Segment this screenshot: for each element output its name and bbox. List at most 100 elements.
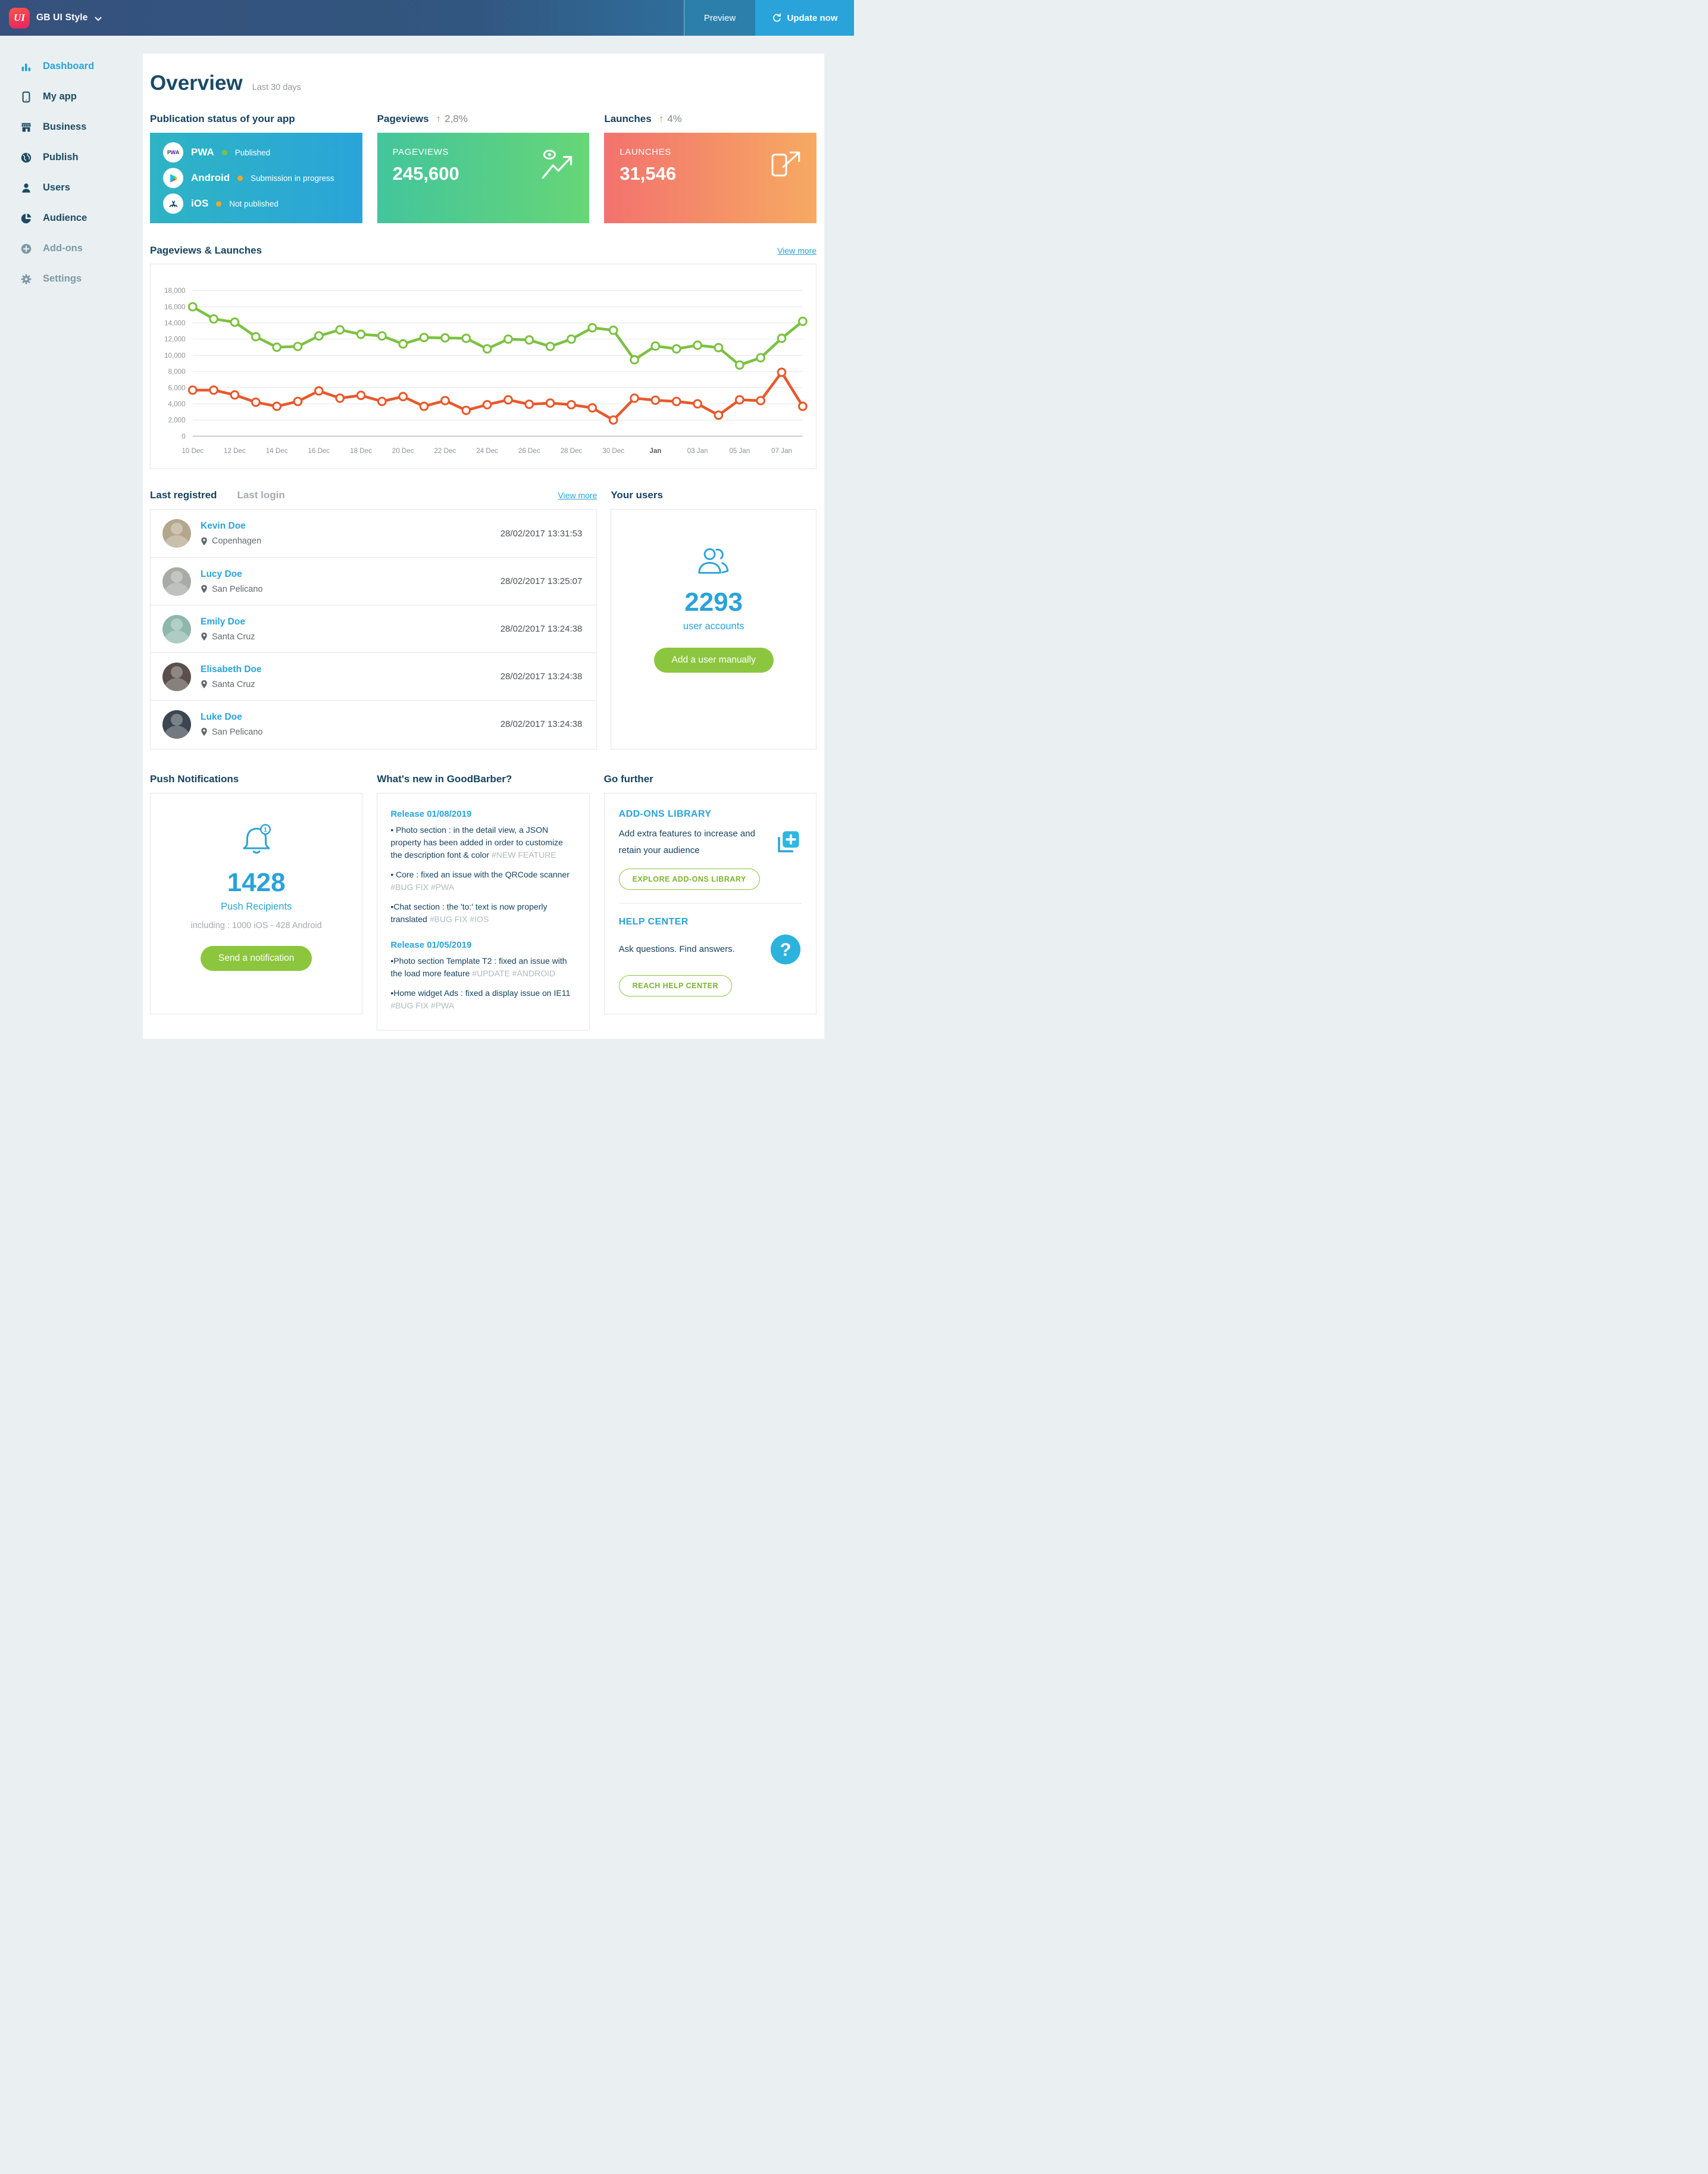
- sidebar-item-settings[interactable]: Settings: [20, 264, 143, 294]
- launches-card-label: LAUNCHES: [620, 147, 671, 157]
- release-tags: #BUG FIX #PWA: [390, 882, 455, 892]
- svg-text:0: 0: [182, 433, 185, 441]
- sidebar-item-business[interactable]: Business: [20, 112, 143, 142]
- status-dot: [221, 149, 227, 155]
- location-pin-icon: [201, 585, 208, 594]
- sidebar-item-label: My app: [43, 91, 77, 102]
- svg-text:28 Dec: 28 Dec: [561, 447, 583, 455]
- tab-last-registered[interactable]: Last registred: [150, 489, 217, 501]
- location-pin-icon: [201, 680, 208, 689]
- svg-text:07 Jan: 07 Jan: [771, 447, 792, 455]
- release-tags: #UPDATE #ANDROID: [472, 969, 556, 979]
- eye-trend-icon: [539, 148, 576, 184]
- pie-icon: [20, 213, 33, 224]
- platform-name: iOS: [191, 198, 209, 209]
- user-name-link[interactable]: Lucy Doe: [201, 569, 242, 579]
- user-location: San Pelicano: [212, 727, 263, 737]
- svg-text:18 Dec: 18 Dec: [350, 447, 372, 455]
- user-location: San Pelicano: [212, 584, 263, 594]
- globe-icon: [20, 152, 33, 164]
- svg-text:03 Jan: 03 Jan: [687, 447, 708, 455]
- svg-text:4,000: 4,000: [168, 400, 186, 408]
- publication-row-android: Android Submission in progress: [163, 168, 362, 188]
- whats-new-card: Release 01/08/2019 • Photo section : in t…: [377, 793, 590, 1031]
- line-chart: 0 2,000 4,000 6,000 8,000 10,000 12,000 14,000 1…: [164, 287, 808, 455]
- push-notifications-section: Push Notifications 1 1428 Push Recipient…: [150, 773, 363, 1030]
- reach-help-button[interactable]: REACH HELP CENTER: [618, 974, 733, 997]
- launches-card: LAUNCHES 31,546: [604, 133, 817, 223]
- avatar: [162, 567, 191, 596]
- push-recipients-label: Push Recipients: [221, 901, 292, 913]
- svg-text:6,000: 6,000: [168, 384, 186, 392]
- user-location: Santa Cruz: [212, 679, 255, 689]
- update-now-button[interactable]: Update now: [755, 0, 854, 36]
- refresh-icon: [772, 13, 782, 23]
- sidebar-item-audience[interactable]: Audience: [20, 203, 143, 233]
- sidebar-item-label: Business: [43, 121, 87, 132]
- your-users-heading: Your users: [611, 489, 663, 501]
- svg-text:24 Dec: 24 Dec: [476, 447, 498, 455]
- sidebar-item-label: Users: [43, 182, 70, 193]
- sidebar-item-label: Settings: [43, 273, 82, 284]
- avatar: [162, 519, 191, 548]
- question-icon: ?: [769, 933, 802, 966]
- pageviews-launches-chart: 0 2,000 4,000 6,000 8,000 10,000 12,000 14,000 1…: [150, 264, 817, 470]
- store-icon: [20, 121, 33, 133]
- preview-button[interactable]: Preview: [684, 0, 755, 36]
- chart-view-more-link[interactable]: View more: [777, 246, 817, 255]
- tab-last-login[interactable]: Last login: [237, 489, 285, 501]
- sidebar: Dashboard My app Business Publish Users Audie…: [0, 36, 143, 294]
- svg-text:14,000: 14,000: [164, 320, 186, 327]
- push-recipients-count: 1428: [227, 868, 286, 898]
- sidebar-item-add-ons[interactable]: Add-ons: [20, 233, 143, 264]
- users-view-more-link[interactable]: View more: [558, 491, 598, 501]
- publication-status-card: PWA PWA Published Android Submission in prog…: [150, 133, 362, 223]
- go-further-card: ADD-ONS LIBRARY Add extra features to in…: [603, 793, 817, 1015]
- addons-library-text: Add extra features to increase and retai…: [618, 829, 755, 856]
- update-now-label: Update now: [787, 13, 838, 23]
- sidebar-item-dashboard[interactable]: Dashboard: [20, 51, 143, 82]
- user-list-card: Kevin Doe Copenhagen 28/02/2017 13:31:53 Lu…: [150, 509, 598, 750]
- svg-text:12,000: 12,000: [164, 336, 186, 343]
- whats-new-section: What's new in GoodBarber? Release 01/08/…: [377, 773, 590, 1031]
- user-location: Copenhagen: [212, 536, 262, 546]
- push-breakdown: including : 1000 iOS - 428 Android: [190, 921, 322, 931]
- app-switcher[interactable]: UI GB UI Style: [0, 0, 102, 36]
- release-tags: #BUG FIX #IOS: [429, 914, 489, 924]
- status-dot: [216, 201, 222, 207]
- user-name-link[interactable]: Kevin Doe: [201, 521, 246, 532]
- user-name-link[interactable]: Emily Doe: [201, 616, 245, 627]
- svg-text:30 Dec: 30 Dec: [602, 447, 624, 455]
- explore-addons-button[interactable]: EXPLORE ADD-ONS LIBRARY: [618, 868, 760, 890]
- user-name-link[interactable]: Luke Doe: [201, 711, 242, 722]
- gear-icon: [20, 273, 33, 285]
- page-subtitle: Last 30 days: [252, 83, 301, 92]
- pageviews-delta: 2,8%: [445, 113, 468, 124]
- svg-text:22 Dec: 22 Dec: [434, 447, 456, 455]
- bar-chart-icon: [20, 61, 33, 73]
- help-center-text: Ask questions. Find answers.: [618, 944, 735, 954]
- sidebar-item-users[interactable]: Users: [20, 173, 143, 203]
- user-name-link[interactable]: Elisabeth Doe: [201, 664, 262, 674]
- send-notification-button[interactable]: Send a notification: [200, 946, 312, 972]
- user-location: Santa Cruz: [212, 632, 255, 642]
- pwa-icon: PWA: [163, 142, 183, 163]
- sidebar-item-my-app[interactable]: My app: [20, 82, 143, 112]
- publication-status-heading: Publication status of your app: [150, 113, 295, 124]
- push-heading: Push Notifications: [150, 773, 239, 785]
- user-row: Kevin Doe Copenhagen 28/02/2017 13:31:53: [151, 510, 596, 557]
- users-icon: [693, 546, 734, 576]
- add-user-button[interactable]: Add a user manually: [653, 648, 774, 673]
- sidebar-item-publish[interactable]: Publish: [20, 142, 143, 173]
- play-icon: [163, 168, 183, 188]
- release-block: Release 01/08/2019 • Photo section : in t…: [390, 809, 575, 926]
- platform-name: PWA: [191, 146, 214, 158]
- svg-text:Jan: Jan: [649, 447, 661, 455]
- avatar: [162, 662, 191, 691]
- svg-text:12 Dec: 12 Dec: [224, 447, 246, 455]
- external-launch-icon: [769, 148, 803, 183]
- app-logo-icon: UI: [9, 7, 30, 29]
- location-pin-icon: [201, 537, 208, 546]
- launches-section: Launches ↑ 4% LAUNCHES 31,546: [604, 113, 817, 223]
- svg-text:16,000: 16,000: [164, 303, 186, 311]
